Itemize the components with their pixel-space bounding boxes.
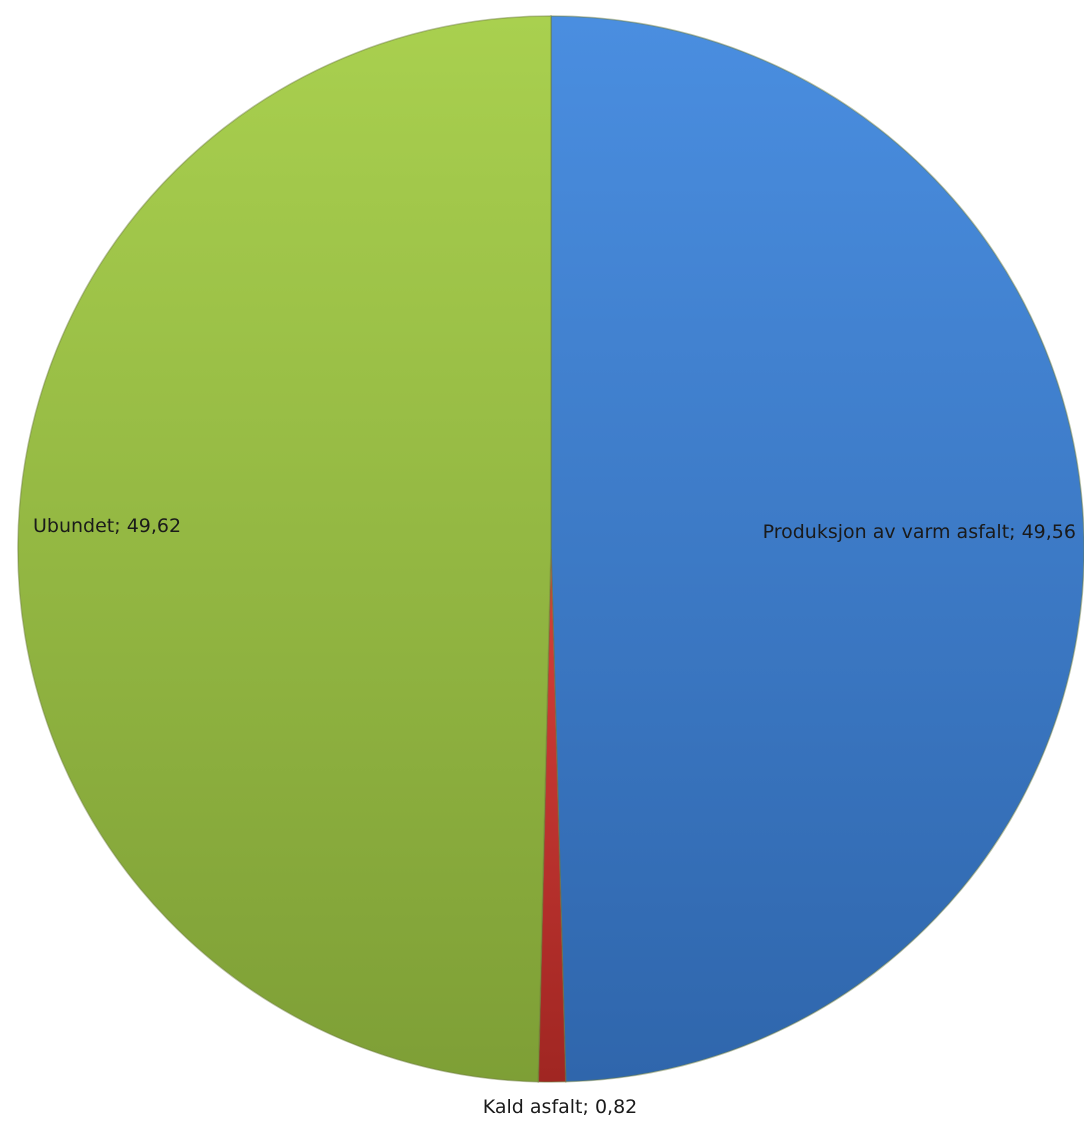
pie-slice-kald-asfalt (537, 548, 567, 1083)
data-label-produksjon-av-varm-asfalt: Produksjon av varm asfalt; 49,56 (763, 521, 1076, 543)
pie-slice-produksjon-av-varm-asfalt (550, 15, 1084, 1083)
pie-data-labels: Produksjon av varm asfalt; 49,56 Kald as… (33, 515, 1076, 1118)
data-label-ubundet: Ubundet; 49,62 (33, 515, 181, 537)
data-label-kald-asfalt: Kald asfalt; 0,82 (483, 1096, 638, 1118)
pie-slice-ubundet (17, 15, 552, 1083)
pie-slices (17, 15, 1084, 1083)
